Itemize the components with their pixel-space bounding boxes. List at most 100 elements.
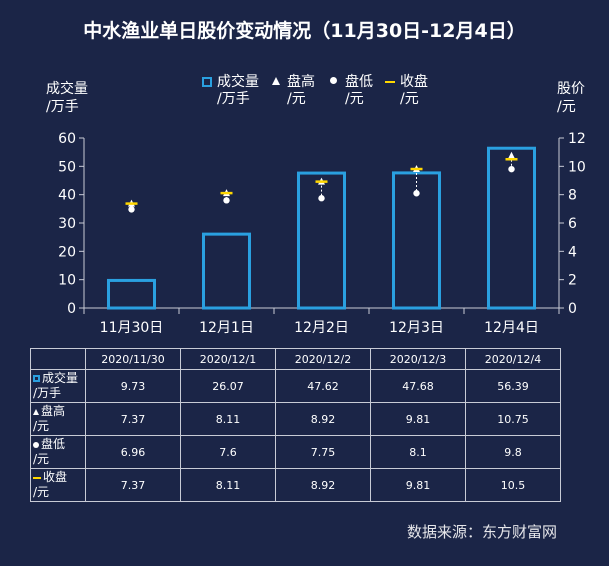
right-tick-label: 0 — [568, 301, 577, 317]
legend-close-line1: 收盘 — [400, 74, 428, 90]
volume-bar — [487, 146, 536, 310]
low-price-dot — [413, 190, 420, 197]
row-label-line2: /元 — [33, 485, 50, 499]
table-row-low: 盘低/元 6.96 7.6 7.75 8.1 9.8 — [30, 435, 561, 469]
table-row-label: 盘低/元 — [30, 435, 86, 469]
table-row-volume: 成交量/万手 9.73 26.07 47.62 47.68 56.39 — [30, 369, 561, 403]
bar-legend-icon — [33, 375, 40, 382]
x-tick-label: 12月2日 — [294, 320, 349, 336]
table-row-label: 成交量/万手 — [30, 369, 86, 403]
row-label-line2: /万手 — [33, 386, 62, 400]
x-tick-label: 12月4日 — [484, 320, 539, 336]
legend-triangle-icon — [272, 77, 280, 85]
table-cell: 7.37 — [85, 402, 181, 436]
table-cell: 7.37 — [85, 468, 181, 502]
legend-close-line2: /元 — [400, 91, 419, 107]
legend-low-line1: 盘低 — [345, 74, 373, 90]
table-row-label: 盘高/元 — [30, 402, 86, 436]
table-cell: 8.92 — [275, 468, 371, 502]
legend-dot-icon — [330, 77, 337, 84]
low-price-dot — [508, 165, 515, 173]
table-corner-cell — [30, 348, 86, 370]
legend-volume-line1: 成交量 — [217, 74, 259, 90]
right-tick-label: 12 — [568, 131, 586, 147]
table-header-cell: 2020/12/1 — [180, 348, 276, 370]
table-header-row: 2020/11/30 2020/12/1 2020/12/2 2020/12/3… — [30, 348, 561, 370]
low-price-dot — [223, 197, 230, 204]
source-note: 数据来源：东方财富网 — [406, 523, 557, 541]
table-cell: 8.11 — [180, 402, 276, 436]
left-tick-label: 50 — [58, 159, 76, 175]
row-label-line1: 盘高 — [41, 404, 66, 418]
chart-plot: 0 10 20 30 40 50 60 0 2 4 6 8 10 12 11月30日 12月1日 12月2日 12… — [58, 131, 586, 336]
table-cell: 8.11 — [180, 468, 276, 502]
right-tick-label: 6 — [568, 216, 577, 232]
left-axis-title-line1: 成交量 — [46, 81, 88, 97]
table-row-high: 盘高/元 7.37 8.11 8.92 9.81 10.75 — [30, 402, 561, 436]
row-label-line2: /元 — [33, 452, 50, 466]
right-tick-label: 10 — [568, 159, 586, 175]
left-tick-label: 60 — [58, 131, 76, 147]
left-tick-label: 20 — [58, 244, 76, 260]
x-tick-label: 11月30日 — [100, 320, 164, 336]
left-tick-label: 0 — [67, 301, 76, 317]
volume-bar — [392, 171, 441, 310]
dot-legend-icon — [33, 441, 39, 448]
legend-item-close: 收盘/元 — [385, 74, 428, 108]
row-label-line1: 成交量 — [42, 371, 79, 385]
left-tick-label: 40 — [58, 188, 76, 204]
row-label-line1: 收盘 — [43, 470, 68, 484]
table-cell: 8.1 — [370, 435, 466, 469]
table-row-close: 收盘/元 7.37 8.11 8.92 9.81 10.5 — [30, 468, 561, 502]
volume-bar — [202, 232, 251, 310]
legend-high-line1: 盘高 — [287, 74, 315, 90]
right-axis-title-line2: /元 — [557, 99, 576, 115]
right-tick-label: 8 — [568, 188, 577, 204]
row-label-line2: /元 — [33, 419, 50, 433]
table-header-cell: 2020/12/3 — [370, 348, 466, 370]
x-tick-label: 12月1日 — [199, 320, 254, 336]
left-tick-label: 30 — [58, 216, 76, 232]
low-price-dot — [318, 195, 325, 202]
table-cell: 9.81 — [370, 402, 466, 436]
right-axis-title-line1: 股价 — [557, 81, 585, 97]
low-price-dot — [128, 206, 135, 213]
legend-bar-icon — [202, 77, 212, 87]
table-cell: 9.81 — [370, 468, 466, 502]
table-cell: 7.6 — [180, 435, 276, 469]
table-cell: 47.62 — [275, 369, 371, 403]
volume-bar — [297, 171, 346, 310]
table-header-cell: 2020/12/2 — [275, 348, 371, 370]
table-cell: 8.92 — [275, 402, 371, 436]
chart-title: 中水渔业单日股价变动情况（11月30日-12月4日） — [83, 20, 526, 42]
legend-volume-line2: /万手 — [217, 91, 250, 107]
table-cell: 10.5 — [465, 468, 561, 502]
table-cell: 7.75 — [275, 435, 371, 469]
triangle-legend-icon — [33, 408, 39, 415]
row-label-line1: 盘低 — [41, 437, 66, 451]
high-price-triangle — [508, 151, 515, 159]
legend-item-volume: 成交量/万手 — [202, 74, 259, 108]
legend-item-low: 盘低/元 — [330, 74, 373, 108]
table-cell: 26.07 — [180, 369, 276, 403]
legend-dash-icon — [385, 81, 395, 83]
table-cell: 56.39 — [465, 369, 561, 403]
right-axis-title: 股价 /元 — [557, 80, 585, 116]
table-header-cell: 2020/12/4 — [465, 348, 561, 370]
left-axis-title: 成交量 /万手 — [46, 80, 88, 116]
left-tick-label: 10 — [58, 273, 76, 289]
right-tick-label: 4 — [568, 244, 577, 260]
dash-legend-icon — [33, 476, 41, 479]
table-header-cell: 2020/11/30 — [85, 348, 181, 370]
legend-high-line2: /元 — [287, 91, 306, 107]
legend-item-high: 盘高/元 — [272, 74, 315, 108]
table-cell: 9.73 — [85, 369, 181, 403]
table-cell: 6.96 — [85, 435, 181, 469]
table-cell: 9.8 — [465, 435, 561, 469]
table-row-label: 收盘/元 — [30, 468, 86, 502]
left-axis-title-line2: /万手 — [46, 99, 79, 115]
data-table: 2020/11/30 2020/12/1 2020/12/2 2020/12/3… — [30, 348, 561, 502]
right-tick-label: 2 — [568, 273, 577, 289]
legend-low-line2: /元 — [345, 91, 364, 107]
volume-bar — [107, 278, 156, 310]
